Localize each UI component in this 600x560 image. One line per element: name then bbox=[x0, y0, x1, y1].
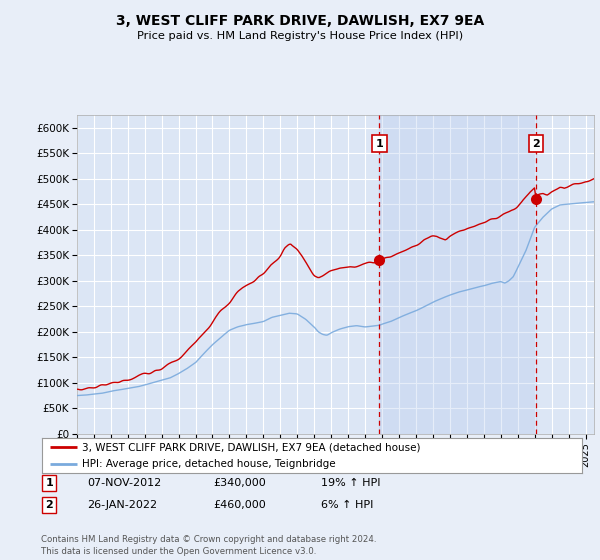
Text: 3, WEST CLIFF PARK DRIVE, DAWLISH, EX7 9EA (detached house): 3, WEST CLIFF PARK DRIVE, DAWLISH, EX7 9… bbox=[83, 442, 421, 452]
Text: 2: 2 bbox=[532, 138, 540, 148]
Text: 6% ↑ HPI: 6% ↑ HPI bbox=[321, 500, 373, 510]
Text: HPI: Average price, detached house, Teignbridge: HPI: Average price, detached house, Teig… bbox=[83, 459, 336, 469]
Text: Price paid vs. HM Land Registry's House Price Index (HPI): Price paid vs. HM Land Registry's House … bbox=[137, 31, 463, 41]
Text: £340,000: £340,000 bbox=[213, 478, 266, 488]
Text: £460,000: £460,000 bbox=[213, 500, 266, 510]
Text: 07-NOV-2012: 07-NOV-2012 bbox=[87, 478, 161, 488]
Text: 19% ↑ HPI: 19% ↑ HPI bbox=[321, 478, 380, 488]
Text: 3, WEST CLIFF PARK DRIVE, DAWLISH, EX7 9EA: 3, WEST CLIFF PARK DRIVE, DAWLISH, EX7 9… bbox=[116, 14, 484, 28]
Text: 1: 1 bbox=[376, 138, 383, 148]
Text: 26-JAN-2022: 26-JAN-2022 bbox=[87, 500, 157, 510]
Text: 1: 1 bbox=[46, 478, 53, 488]
Bar bbox=[379, 115, 536, 434]
Text: 2: 2 bbox=[46, 500, 53, 510]
Text: Contains HM Land Registry data © Crown copyright and database right 2024.
This d: Contains HM Land Registry data © Crown c… bbox=[41, 535, 376, 556]
